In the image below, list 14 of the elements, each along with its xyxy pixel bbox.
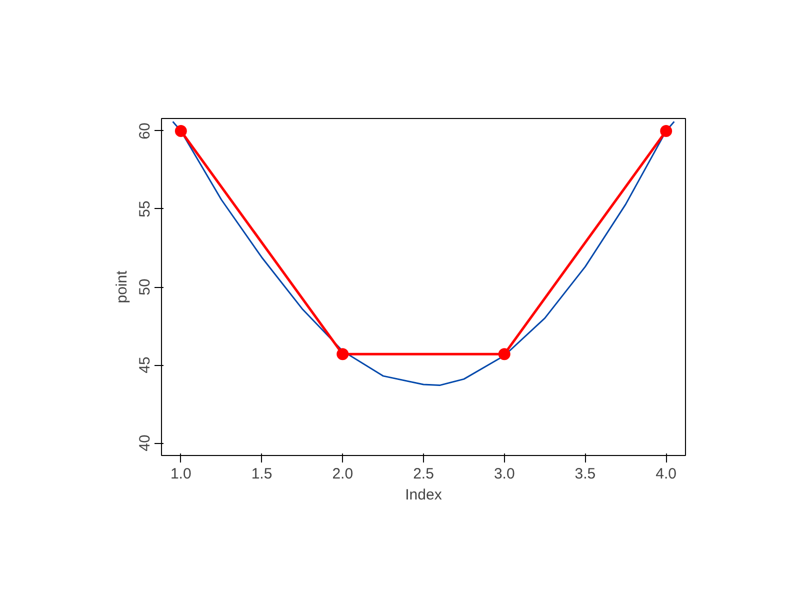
y-tick-label: 40	[136, 434, 154, 452]
x-tick-label: 3.5	[574, 466, 596, 482]
y-tick-label: 60	[136, 122, 154, 140]
x-tick-label: 2.0	[332, 466, 354, 482]
x-tick-label: 1.5	[251, 466, 272, 482]
y-axis-title: point	[114, 270, 130, 304]
x-tick-label: 3.0	[494, 466, 515, 482]
y-tick-label: 50	[136, 278, 154, 296]
x-tick-label: 1.0	[170, 466, 192, 482]
y-tick-label: 55	[136, 200, 154, 218]
x-axis-title: Index	[405, 486, 442, 504]
y-tick-label: 45	[136, 356, 154, 374]
x-tick-label: 4.0	[656, 466, 677, 482]
x-tick-label: 2.5	[413, 466, 434, 482]
